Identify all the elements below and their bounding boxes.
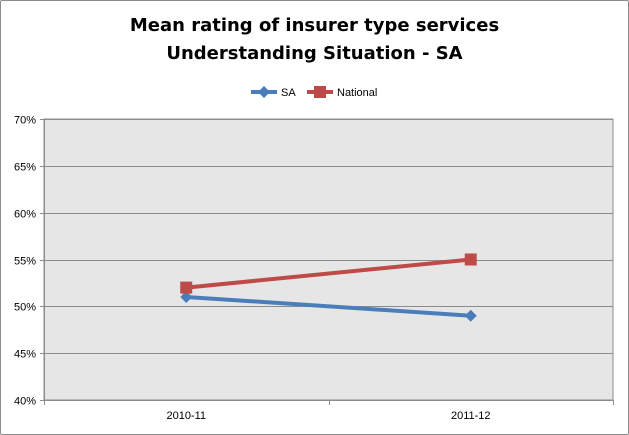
y-tick-label: 40% [14, 396, 36, 408]
data-point [464, 309, 477, 322]
data-point [180, 281, 193, 294]
legend-marker [258, 86, 270, 98]
y-tick-label: 65% [14, 162, 36, 174]
series-line [186, 257, 471, 290]
data-point [464, 253, 477, 266]
y-tick-label: 60% [14, 209, 36, 221]
series-line [186, 294, 471, 318]
data-point [180, 290, 193, 303]
y-tick-label: 50% [14, 302, 36, 314]
plot-area [43, 118, 614, 401]
x-tick-label: 2011-12 [451, 410, 491, 422]
chart-title-block: Mean rating of insurer type services Und… [0, 12, 629, 68]
legend-label: National [337, 87, 377, 99]
series-national [180, 253, 477, 294]
x-tick-label: 2010-11 [166, 410, 206, 422]
legend-marker [314, 86, 326, 98]
y-tick-label: 70% [14, 115, 36, 127]
chart-title: Mean rating of insurer type services [129, 15, 500, 36]
legend-label: SA [281, 87, 296, 99]
legend-item-sa: SA [251, 86, 296, 99]
legend-item-national: National [307, 86, 377, 99]
chart-subtitle: Understanding Situation - SA [166, 43, 463, 64]
y-tick-label: 55% [14, 256, 36, 268]
y-tick-label: 45% [14, 349, 36, 361]
series-sa [180, 290, 477, 322]
